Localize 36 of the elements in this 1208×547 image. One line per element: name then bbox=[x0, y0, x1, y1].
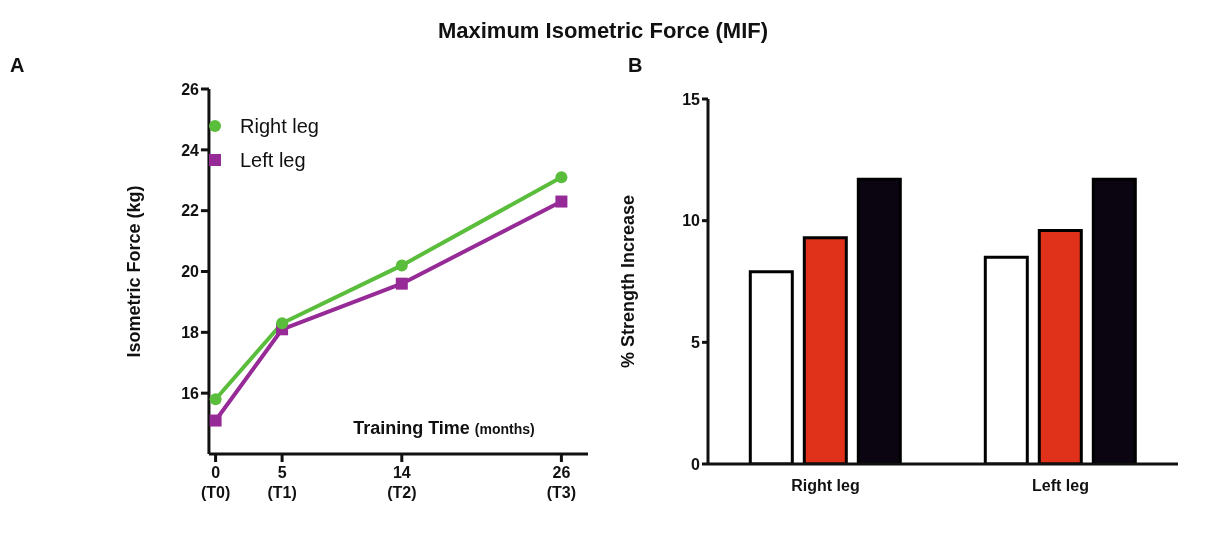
text: A bbox=[10, 54, 25, 77]
y-tick-label: 24 bbox=[181, 141, 200, 159]
y-tick-label: 26 bbox=[181, 80, 200, 98]
chart-title: Maximum Isometric Force (MIF) bbox=[436, 17, 770, 45]
legend-label: Right leg bbox=[240, 114, 319, 139]
y-tick-label: 15 bbox=[682, 90, 701, 108]
text: B bbox=[628, 54, 643, 77]
point bbox=[395, 277, 408, 290]
y-tick-label: 22 bbox=[181, 202, 200, 220]
bar bbox=[802, 236, 848, 464]
text: (T1) bbox=[267, 484, 297, 501]
bar bbox=[1037, 228, 1083, 464]
y-tick-label: 16 bbox=[181, 384, 200, 402]
point bbox=[276, 317, 289, 330]
y-tick-label: 18 bbox=[181, 324, 200, 342]
x-axis-title: Training Time (months) bbox=[353, 418, 535, 438]
y-axis-title: % Strength Increase bbox=[618, 194, 639, 369]
point bbox=[209, 393, 222, 406]
y-tick-label: 5 bbox=[691, 334, 701, 352]
x-tick-label: 26 bbox=[552, 464, 571, 481]
y-axis-title: Isometric Force (kg) bbox=[124, 185, 145, 358]
x-tick-label: 14 bbox=[392, 464, 411, 481]
bar bbox=[748, 270, 794, 464]
x-tick-label: 5 bbox=[277, 464, 287, 481]
y-tick-label: 20 bbox=[181, 263, 200, 281]
legend-label: Left leg bbox=[240, 148, 306, 173]
point bbox=[555, 195, 568, 208]
point bbox=[555, 171, 568, 184]
point bbox=[209, 414, 222, 427]
text: (T0) bbox=[200, 484, 231, 501]
x-tick-label: 0 bbox=[211, 464, 221, 481]
bar bbox=[983, 255, 1029, 464]
text: (T2) bbox=[387, 484, 417, 501]
text: (T3) bbox=[546, 484, 577, 501]
point bbox=[395, 259, 408, 272]
y-tick-label: 10 bbox=[682, 212, 701, 230]
